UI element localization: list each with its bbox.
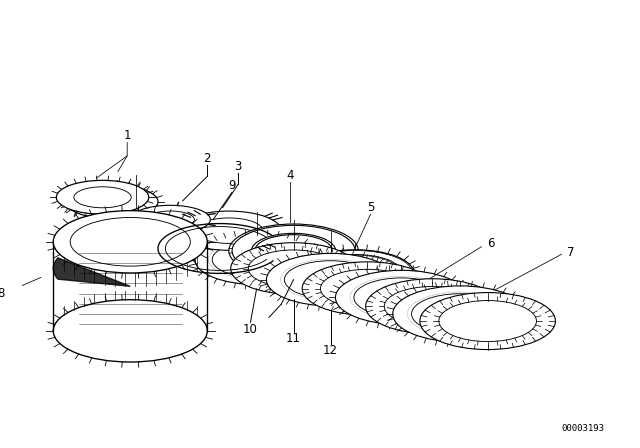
Ellipse shape bbox=[53, 300, 207, 362]
Text: 1: 1 bbox=[124, 129, 131, 142]
Ellipse shape bbox=[195, 235, 318, 284]
Ellipse shape bbox=[389, 290, 500, 336]
Text: 3: 3 bbox=[234, 160, 242, 173]
Ellipse shape bbox=[420, 293, 556, 349]
Polygon shape bbox=[53, 258, 131, 286]
Ellipse shape bbox=[352, 271, 451, 310]
Ellipse shape bbox=[177, 211, 281, 250]
Text: 4: 4 bbox=[287, 168, 294, 181]
Text: 12: 12 bbox=[323, 344, 338, 357]
Ellipse shape bbox=[53, 211, 207, 273]
Ellipse shape bbox=[266, 254, 395, 306]
Ellipse shape bbox=[131, 205, 211, 234]
Ellipse shape bbox=[229, 224, 358, 277]
Text: 10: 10 bbox=[243, 323, 258, 336]
Text: 2: 2 bbox=[204, 152, 211, 165]
Text: 6: 6 bbox=[487, 237, 495, 250]
Ellipse shape bbox=[296, 250, 413, 296]
Ellipse shape bbox=[335, 270, 467, 325]
Text: 11: 11 bbox=[286, 332, 301, 345]
Text: 7: 7 bbox=[567, 246, 575, 258]
Ellipse shape bbox=[393, 286, 527, 342]
Ellipse shape bbox=[230, 243, 356, 294]
Text: 5: 5 bbox=[367, 201, 374, 214]
Ellipse shape bbox=[65, 185, 158, 219]
Text: 8: 8 bbox=[0, 287, 4, 300]
Ellipse shape bbox=[56, 181, 148, 214]
Text: 9: 9 bbox=[228, 179, 236, 192]
Ellipse shape bbox=[302, 262, 433, 315]
Text: 00003193: 00003193 bbox=[562, 424, 605, 433]
Ellipse shape bbox=[365, 279, 499, 334]
